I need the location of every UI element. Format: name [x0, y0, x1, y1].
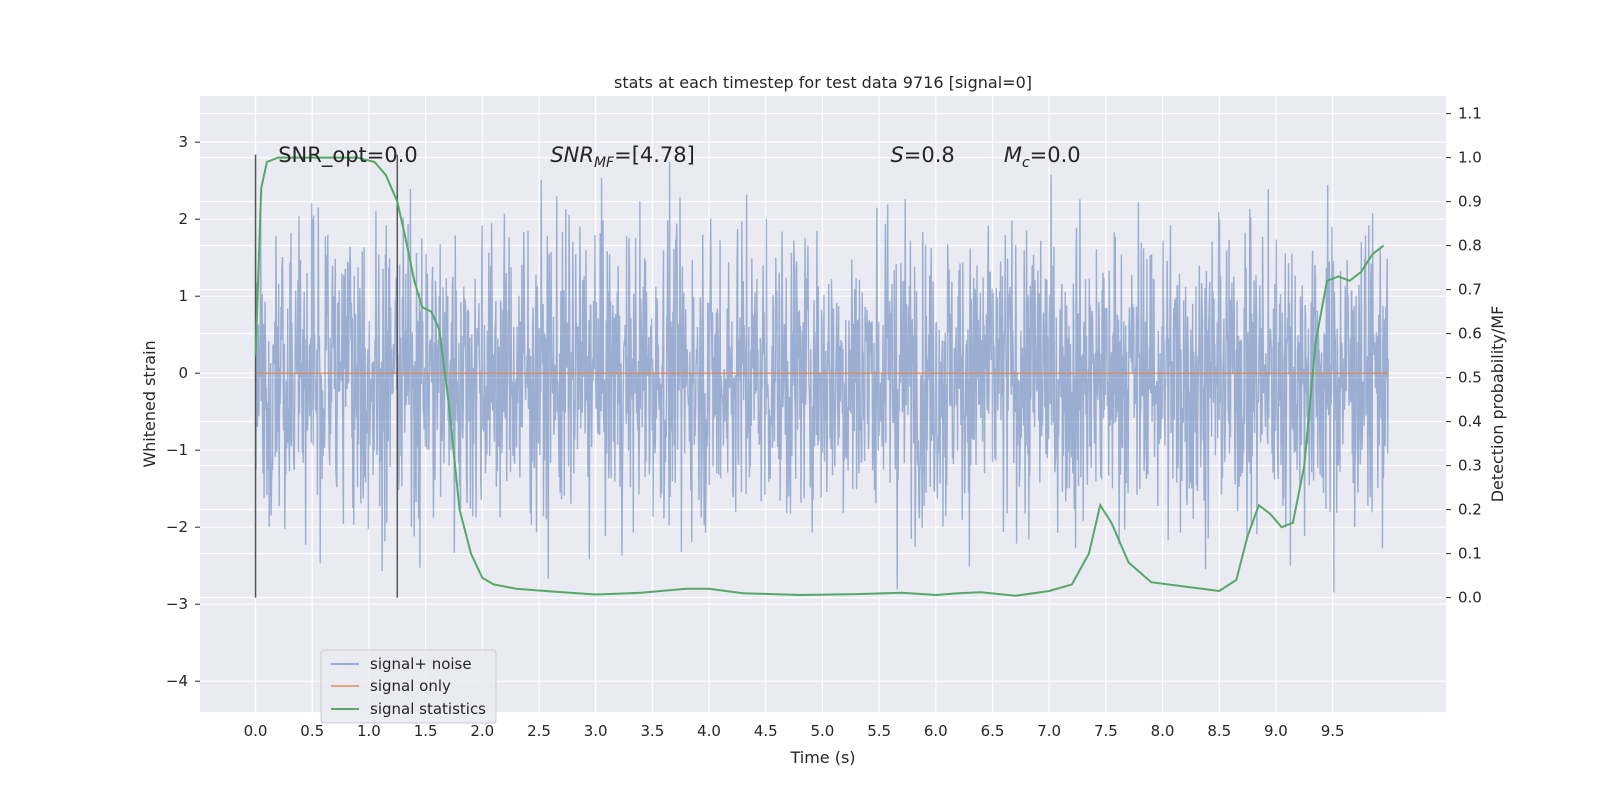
y2-axis-label: Detection probability/MF — [1488, 306, 1507, 503]
x-tick-label: 8.0 — [1151, 722, 1175, 740]
signal-statistics-layer — [254, 156, 1385, 597]
x-tick-label: 2.0 — [470, 722, 494, 740]
y-tick-label: −2 — [166, 518, 188, 536]
x-tick-label: 7.5 — [1094, 722, 1118, 740]
x-tick-label: 6.0 — [924, 722, 948, 740]
annotation-text: S=0.8 — [890, 143, 954, 167]
y2-tick-label: 0.7 — [1458, 281, 1482, 299]
x-tick-label: 4.0 — [697, 722, 721, 740]
x-tick-label: 2.5 — [527, 722, 551, 740]
y2-tick-label: 0.4 — [1458, 413, 1482, 431]
y2-tick-label: 0.9 — [1458, 193, 1482, 211]
y-tick-label: 0 — [178, 364, 188, 382]
y2-tick-label: 0.0 — [1458, 589, 1482, 607]
annotation-text: SNRMF=[4.78] — [550, 143, 695, 171]
signal-statistics-line — [254, 156, 1385, 597]
x-tick-label: 1.0 — [357, 722, 381, 740]
x-tick-label: 9.5 — [1321, 722, 1345, 740]
x-tick-label: 0.0 — [244, 722, 268, 740]
x-tick-label: 3.0 — [584, 722, 608, 740]
y2-tick-label: 1.0 — [1458, 149, 1482, 167]
y-tick-label: 1 — [178, 287, 188, 305]
x-tick-label: 6.5 — [981, 722, 1005, 740]
y-tick-label: 3 — [178, 133, 188, 151]
y-tick-label: −1 — [166, 441, 188, 459]
y2-tick-label: 0.6 — [1458, 325, 1482, 343]
x-tick-label: 5.0 — [811, 722, 835, 740]
y2-tick-label: 0.3 — [1458, 457, 1482, 475]
y-tick-label: 2 — [178, 210, 188, 228]
vertical-markers-layer — [254, 154, 399, 598]
x-tick-label: 5.5 — [867, 722, 891, 740]
y-tick-label: −4 — [166, 672, 188, 690]
x-tick-label: 3.5 — [640, 722, 664, 740]
y-axis-label: Whitened strain — [140, 340, 159, 467]
x-tick-label: 8.5 — [1207, 722, 1231, 740]
chart-title: stats at each timestep for test data 971… — [614, 73, 1032, 92]
y2-tick-label: 0.5 — [1458, 369, 1482, 387]
y-tick-label: −3 — [166, 595, 188, 613]
annotation-text: Mc=0.0 — [1004, 143, 1081, 171]
legend-label-statistics: signal statistics — [370, 700, 486, 718]
legend: signal+ noise signal only signal statist… — [320, 649, 497, 724]
signal-noise-line — [254, 161, 1389, 593]
tick-labels-layer: 0.0 0.5 1.0 1.5 2.0 2.5 3.0 3.5 4.0 4.5 5.0 5.5 6.0 6… — [166, 105, 1482, 740]
x-tick-label: 4.5 — [754, 722, 778, 740]
annotation-text: SNR_opt=0.0 — [278, 143, 418, 168]
x-tick-label: 9.0 — [1264, 722, 1288, 740]
x-tick-label: 0.5 — [300, 722, 324, 740]
annotations-layer: SNR_opt=0.0 SNRMF=[4.78] S=0.8 Mc=0.0 — [278, 143, 1080, 171]
x-tick-label: 7.0 — [1037, 722, 1061, 740]
x-axis-label: Time (s) — [789, 748, 855, 767]
y2-tick-label: 0.1 — [1458, 545, 1482, 563]
y2-tick-label: 0.2 — [1458, 501, 1482, 519]
y2-tick-label: 0.8 — [1458, 237, 1482, 255]
legend-label-signal: signal only — [370, 677, 451, 695]
legend-label-noise: signal+ noise — [370, 655, 472, 673]
y2-tick-label: 1.1 — [1458, 105, 1482, 123]
legend-box — [320, 649, 497, 724]
noise-series-layer — [254, 161, 1389, 593]
x-tick-label: 1.5 — [414, 722, 438, 740]
